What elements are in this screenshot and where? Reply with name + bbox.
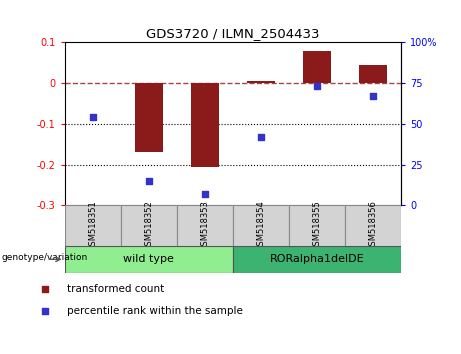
Text: GSM518356: GSM518356	[368, 200, 378, 251]
Point	[41, 308, 48, 314]
Point	[313, 84, 321, 89]
Text: GSM518355: GSM518355	[313, 200, 321, 251]
Text: GSM518351: GSM518351	[88, 200, 97, 251]
Text: GSM518354: GSM518354	[256, 200, 266, 251]
Bar	[247, 81, 275, 83]
Bar	[233, 246, 401, 273]
Bar	[303, 51, 331, 83]
Point	[201, 191, 208, 197]
Bar	[359, 65, 387, 83]
Text: percentile rank within the sample: percentile rank within the sample	[67, 306, 242, 316]
Text: genotype/variation: genotype/variation	[1, 253, 88, 262]
Bar	[65, 246, 233, 273]
Bar	[65, 205, 121, 246]
Text: GSM518353: GSM518353	[200, 200, 209, 251]
Point	[41, 286, 48, 292]
Bar	[121, 205, 177, 246]
Bar	[191, 83, 219, 167]
Point	[369, 93, 377, 99]
Point	[89, 115, 96, 120]
Point	[257, 134, 265, 140]
Title: GDS3720 / ILMN_2504433: GDS3720 / ILMN_2504433	[146, 27, 319, 40]
Bar	[135, 83, 163, 152]
Point	[145, 178, 152, 184]
Bar	[289, 205, 345, 246]
Bar	[345, 205, 401, 246]
Text: GSM518352: GSM518352	[144, 200, 153, 251]
Text: wild type: wild type	[123, 254, 174, 264]
Bar	[177, 205, 233, 246]
Text: transformed count: transformed count	[67, 284, 164, 294]
Bar	[233, 205, 289, 246]
Text: RORalpha1delDE: RORalpha1delDE	[270, 254, 364, 264]
